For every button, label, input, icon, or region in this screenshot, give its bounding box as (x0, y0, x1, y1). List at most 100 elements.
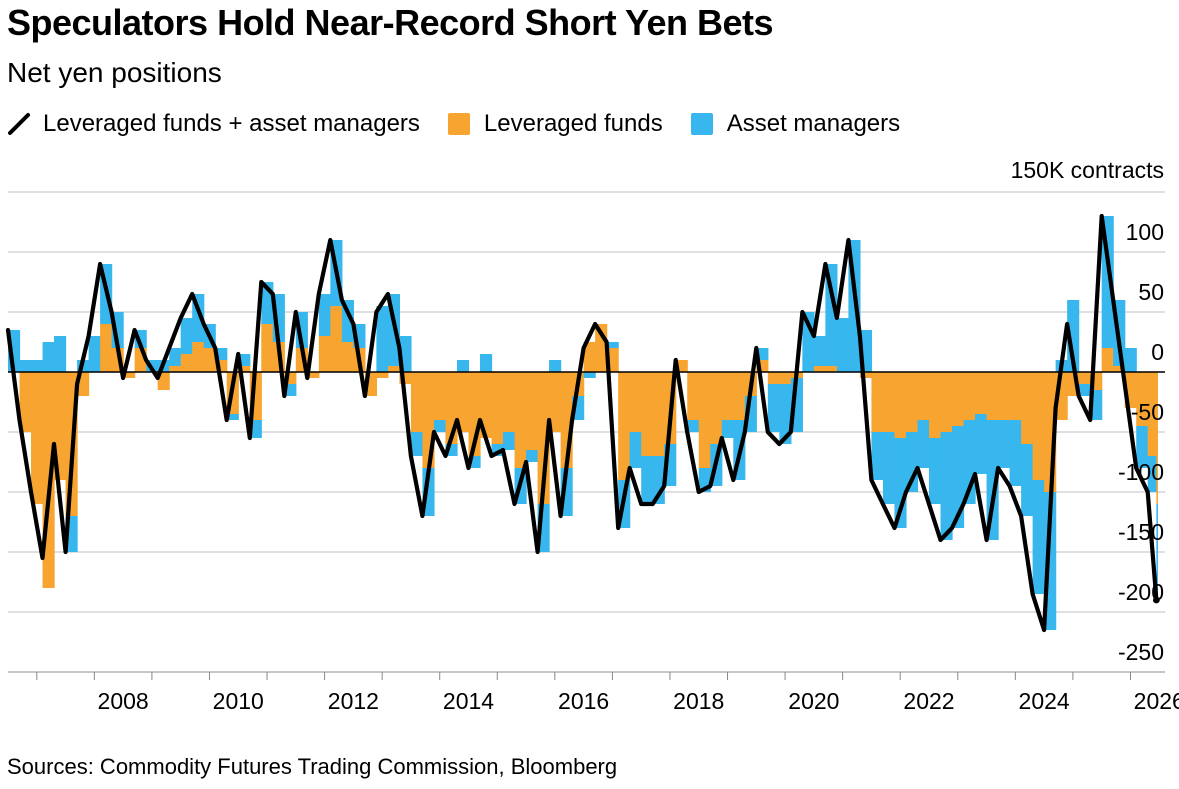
leveraged-bar (733, 372, 746, 420)
asset-bar (503, 432, 516, 450)
x-tick-label: 2024 (1019, 688, 1070, 714)
asset-bar (180, 318, 193, 354)
leveraged-bar (261, 324, 274, 372)
leveraged-bar (917, 372, 930, 420)
leveraged-bar (456, 372, 470, 432)
x-axis: 2008 2010 2012 2014 2016 2018 2020 2022 2024 2026 (8, 671, 1179, 714)
leveraged-bar (31, 372, 44, 504)
asset-bar (1136, 426, 1149, 468)
leveraged-bar (480, 372, 493, 438)
leveraged-bar (1009, 372, 1022, 420)
leveraged-bar (100, 324, 113, 372)
asset-bar (1147, 456, 1157, 492)
asset-bar (871, 432, 884, 480)
leveraged-bar (698, 372, 711, 468)
asset-bar (629, 432, 642, 468)
leveraged-bar (341, 342, 354, 372)
leveraged-bar (169, 366, 182, 372)
total-line-endpoint (1152, 596, 1160, 604)
legend-label-asset: Asset managers (726, 110, 901, 137)
leveraged-bar (687, 372, 700, 420)
x-tick-label: 2026 (1134, 688, 1179, 714)
asset-bar (1032, 480, 1045, 594)
asset-bar (1009, 420, 1022, 486)
leveraged-bar (871, 372, 884, 432)
leveraged-bar (583, 342, 596, 372)
leveraged-bar (330, 306, 343, 372)
leveraged-bar (307, 372, 320, 378)
x-tick-label: 2018 (673, 688, 724, 714)
leveraged-bar (998, 372, 1011, 420)
leveraged-bar (928, 372, 942, 438)
asset-bar (169, 348, 182, 366)
asset-bar (813, 336, 826, 366)
asset-bar (836, 318, 850, 372)
asset-bar (318, 294, 331, 336)
leveraged-bar (491, 372, 504, 444)
leveraged-bar (123, 372, 136, 378)
chart-subtitle: Net yen positions (7, 57, 222, 88)
asset-bar (687, 420, 700, 432)
asset-bar (42, 342, 55, 372)
asset-bar (19, 360, 32, 372)
asset-bar (721, 420, 734, 438)
total-line (5, 213, 1159, 633)
leveraged-bar (1136, 372, 1149, 426)
asset-bar (1021, 444, 1034, 516)
asset-bar (940, 432, 953, 540)
x-tick-label: 2020 (788, 688, 839, 714)
y-tick-label: -50 (1131, 399, 1164, 425)
asset-bar (410, 432, 424, 456)
asset-bar (433, 420, 447, 432)
asset-bar (526, 450, 539, 462)
legend-item-asset: Asset managers (690, 110, 901, 138)
x-tick-label: 2010 (213, 688, 264, 714)
leveraged-bar (1032, 372, 1045, 480)
asset-bar (456, 360, 470, 372)
leveraged-bar (1021, 372, 1034, 444)
leveraged-bar (410, 372, 424, 432)
leveraged-bar (710, 372, 723, 444)
leveraged-bar (19, 372, 32, 432)
asset-bar (88, 336, 101, 372)
y-axis: 150K contracts 100 50 0 -50 -100 -150 -200 -250 (1011, 157, 1164, 665)
y-tick-label: -200 (1118, 579, 1164, 605)
leveraged-bar (825, 366, 838, 372)
asset-bar (1156, 504, 1158, 600)
line-series (5, 213, 1160, 633)
leveraged-bar (549, 372, 562, 432)
asset-bar (376, 306, 389, 372)
legend-item-leveraged: Leveraged funds (447, 110, 663, 138)
legend-line-swatch (8, 113, 30, 135)
asset-bar (549, 360, 562, 372)
leveraged-bar (641, 372, 654, 456)
x-tick-label: 2014 (443, 688, 494, 714)
leveraged-bar (975, 372, 988, 414)
asset-bar (917, 420, 930, 468)
asset-bar (779, 384, 792, 444)
asset-bar (952, 426, 965, 528)
asset-bar (1124, 348, 1137, 372)
leveraged-bar (767, 372, 780, 384)
leveraged-bar (1101, 348, 1114, 372)
x-tick-label: 2008 (98, 688, 149, 714)
asset-bar (998, 420, 1011, 468)
asset-bar (226, 414, 239, 420)
y-tick-label: 0 (1151, 339, 1164, 365)
leveraged-bar (238, 366, 251, 372)
leveraged-bar (963, 372, 976, 420)
asset-bar (641, 456, 654, 504)
leveraged-bar (514, 372, 527, 468)
leveraged-bar (779, 372, 792, 384)
leveraged-bar (387, 366, 401, 372)
asset-bar (31, 360, 44, 372)
x-tick-label: 2016 (558, 688, 609, 714)
legend: Leveraged funds + asset managers Leverag… (7, 108, 928, 140)
leveraged-bar (618, 372, 631, 480)
leveraged-bar (203, 348, 216, 372)
leveraged-bar (905, 372, 919, 432)
chart-title: Speculators Hold Near-Record Short Yen B… (7, 2, 774, 43)
leveraged-bar (503, 372, 516, 432)
leveraged-bar (1156, 372, 1158, 504)
leveraged-bar (721, 372, 734, 420)
